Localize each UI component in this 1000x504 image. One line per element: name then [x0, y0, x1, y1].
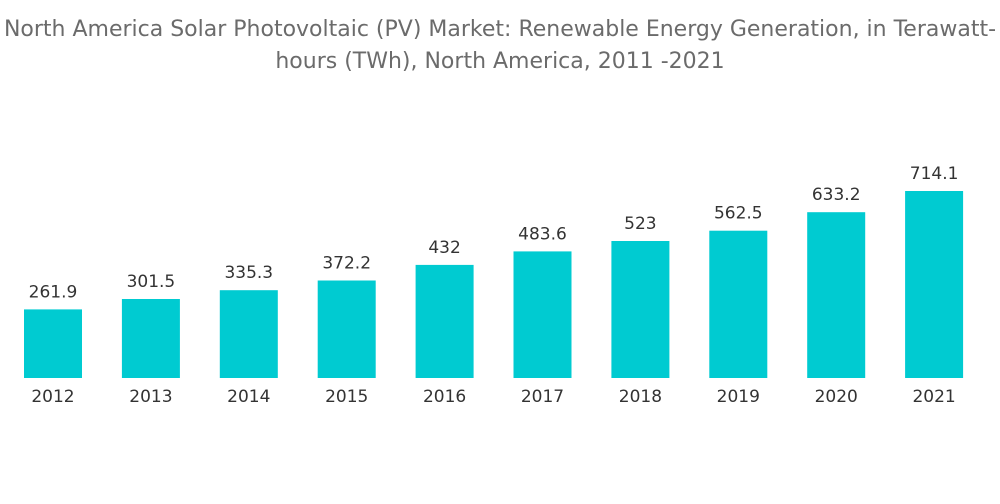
bar-2014	[219, 290, 278, 378]
x-tick-label-2016: 2016	[423, 387, 466, 407]
bar-2021	[905, 191, 964, 378]
bar-2013	[121, 299, 180, 378]
value-label-2019: 562.5	[714, 204, 763, 224]
value-label-2020: 633.2	[812, 185, 861, 205]
value-label-2017: 483.6	[518, 224, 567, 244]
bar-2017	[513, 251, 572, 378]
x-tick-label-2015: 2015	[325, 387, 368, 407]
bar-2019	[709, 230, 768, 378]
value-label-2016: 432	[428, 238, 460, 258]
value-label-2012: 261.9	[29, 282, 78, 302]
chart-title: North America Solar Photovoltaic (PV) Ma…	[3, 17, 997, 74]
bar-2016	[415, 264, 474, 378]
x-tick-label-2019: 2019	[717, 387, 760, 407]
bar-2012	[24, 309, 82, 378]
x-tick-label-2014: 2014	[227, 387, 270, 407]
value-label-2021: 714.1	[910, 164, 959, 184]
x-tick-label-2013: 2013	[129, 387, 172, 407]
value-label-2018: 523	[624, 214, 656, 234]
bar-2020	[807, 212, 866, 378]
x-tick-label-2018: 2018	[619, 387, 662, 407]
x-tick-label-2020: 2020	[815, 387, 858, 407]
value-label-2013: 301.5	[127, 272, 176, 292]
x-tick-label-2021: 2021	[912, 387, 955, 407]
x-tick-label-2017: 2017	[521, 387, 564, 407]
bar-2018	[611, 241, 670, 378]
value-label-2015: 372.2	[322, 254, 371, 274]
x-tick-label-2012: 2012	[31, 387, 74, 407]
value-label-2014: 335.3	[224, 263, 273, 283]
bar-2015	[317, 280, 376, 378]
